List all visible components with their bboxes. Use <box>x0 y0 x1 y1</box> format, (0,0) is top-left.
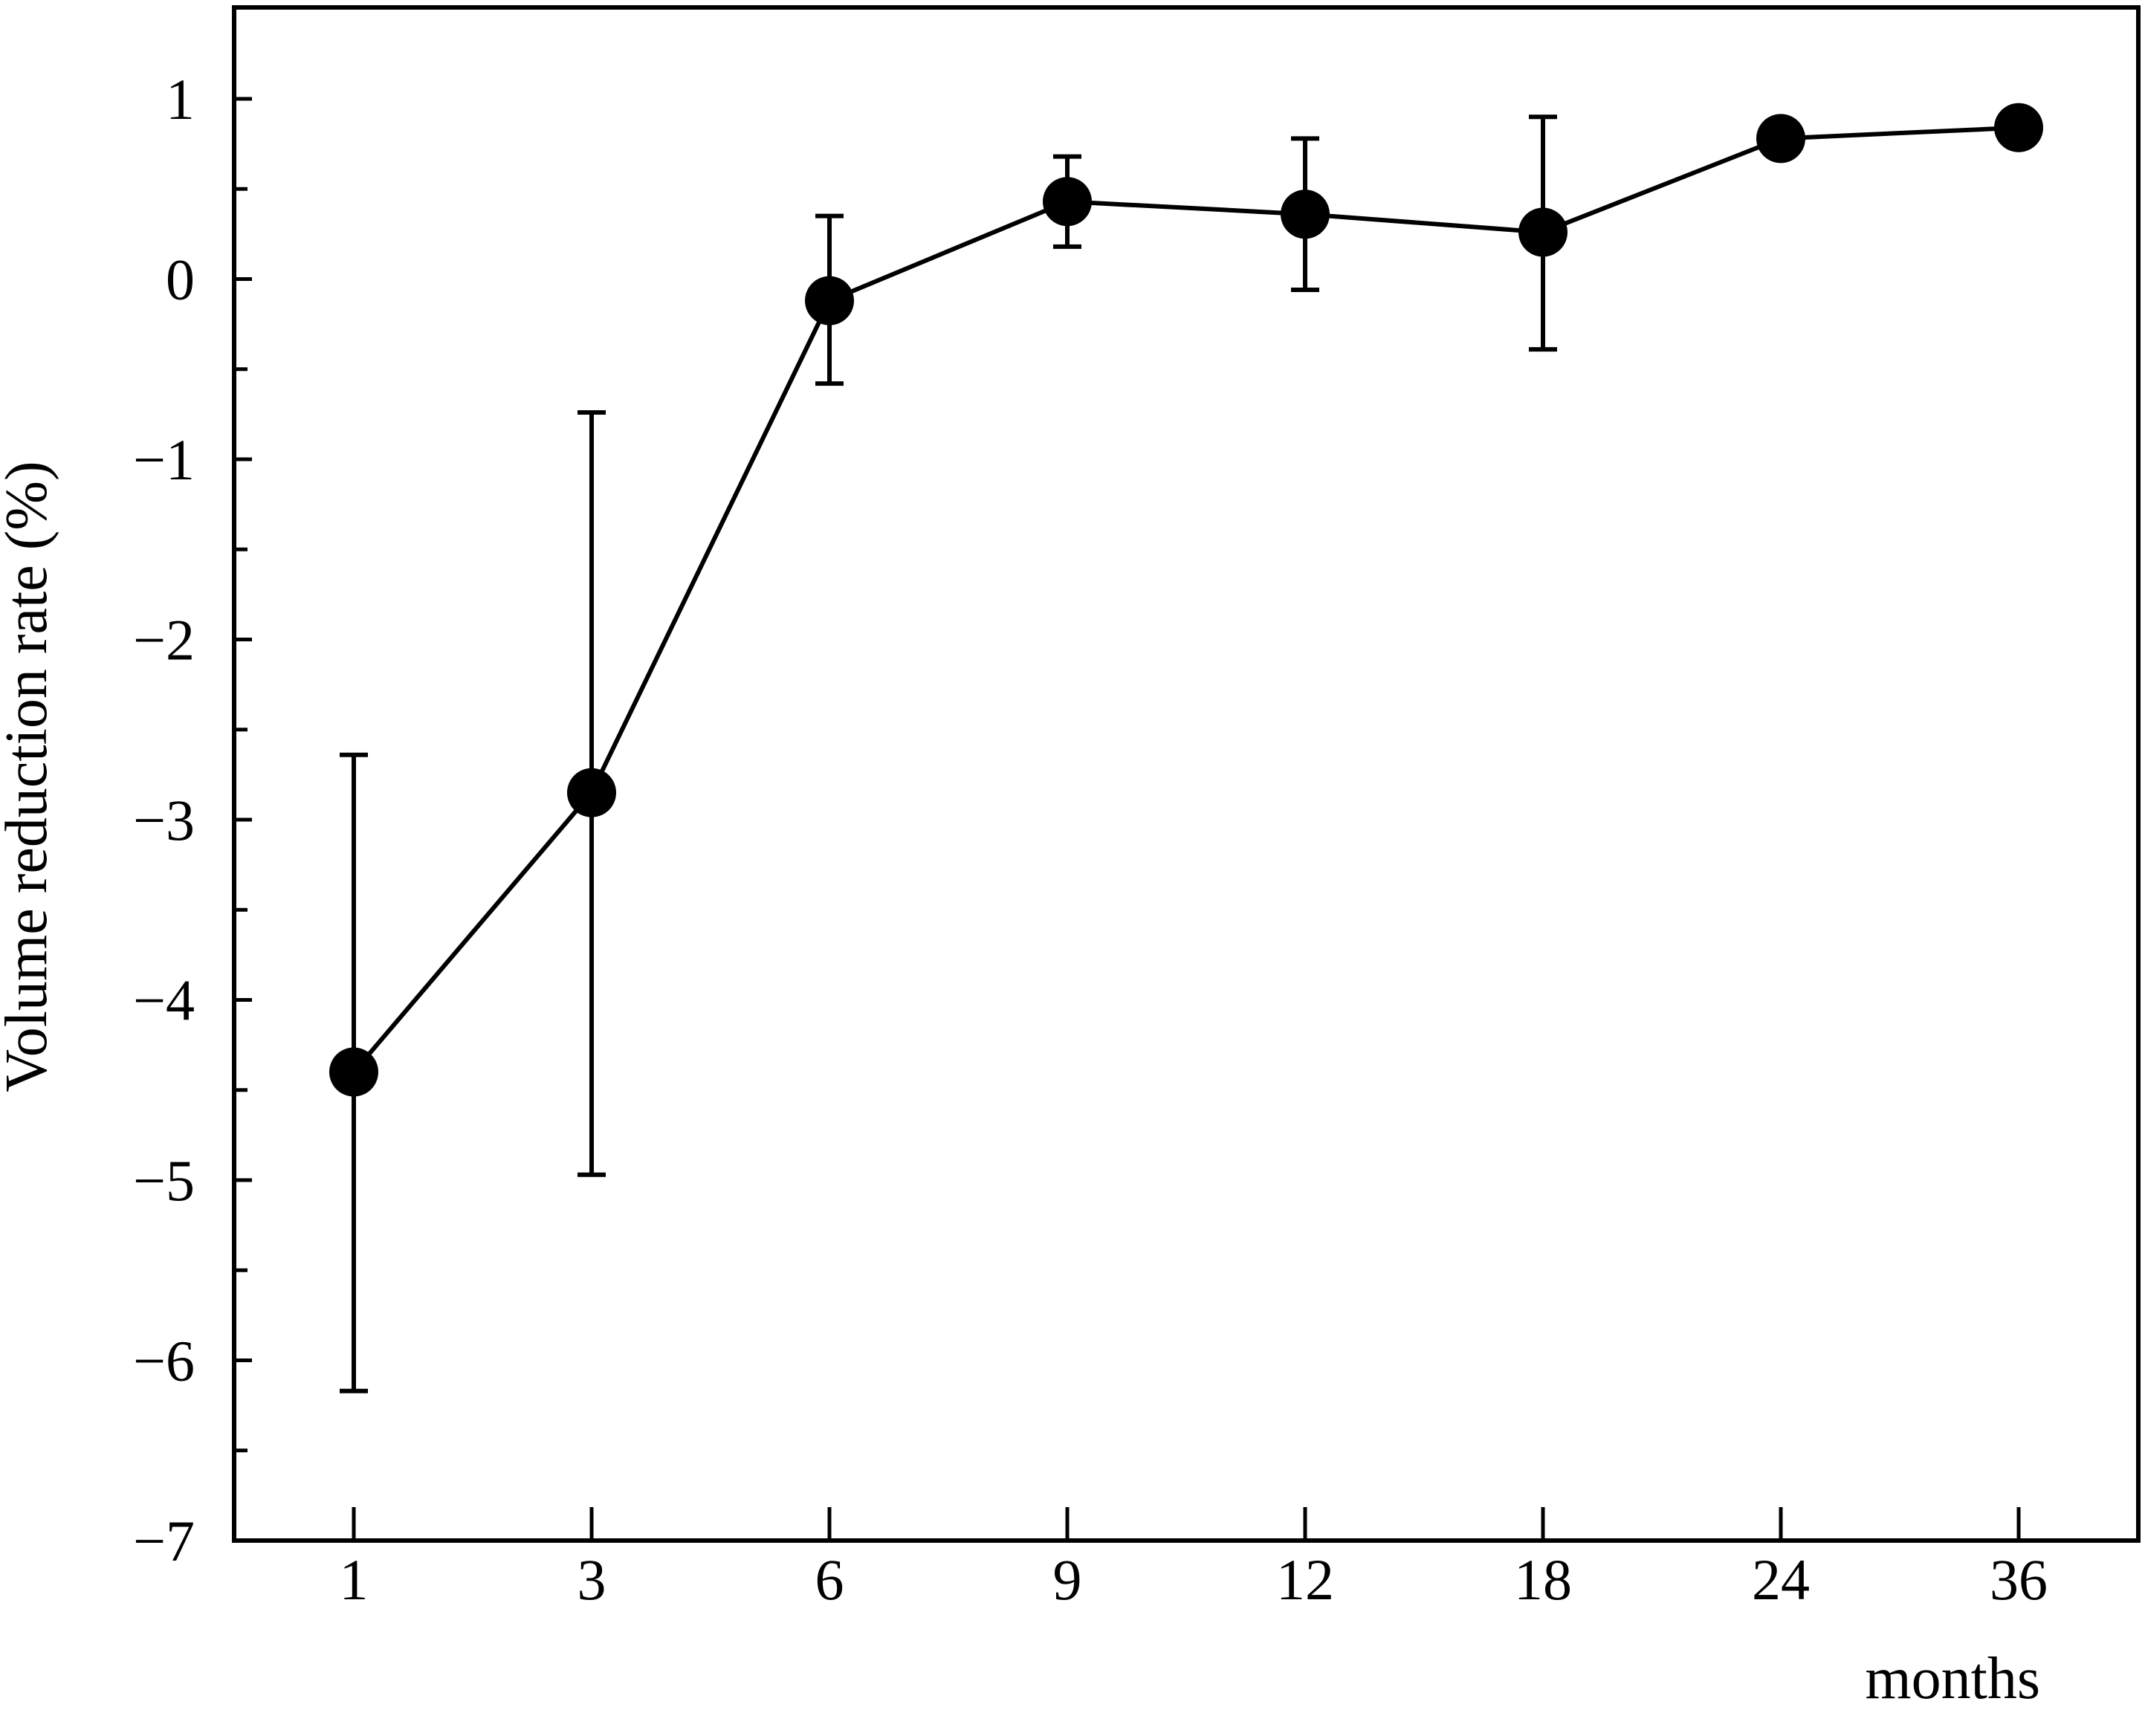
y-tick-label: −5 <box>133 1148 195 1213</box>
y-tick-label: −6 <box>133 1329 195 1393</box>
series-line <box>352 125 2019 1074</box>
x-tick-label: 3 <box>578 1547 606 1612</box>
y-tick-label: 1 <box>166 67 195 132</box>
data-point <box>805 276 854 326</box>
y-tick-label: −2 <box>133 608 195 673</box>
x-tick-label: 1 <box>340 1547 369 1612</box>
error-bars <box>340 114 1557 1393</box>
x-tick-label: 6 <box>815 1547 844 1612</box>
x-tick-label: 12 <box>1276 1547 1334 1612</box>
y-tick-label: −1 <box>133 427 195 492</box>
x-tick-label: 9 <box>1053 1547 1082 1612</box>
x-tick-label: 24 <box>1752 1547 1810 1612</box>
data-point <box>1994 103 2043 152</box>
data-point <box>329 1047 378 1097</box>
ticks: 10−1−2−3−4−5−6−71 3 6 9 12 18 24 36 <box>133 67 2048 1612</box>
x-tick-label: 36 <box>1990 1547 2048 1612</box>
data-point <box>1756 114 1805 163</box>
data-point <box>567 768 616 817</box>
x-axis-label: months <box>1865 1646 2040 1711</box>
data-points <box>329 103 2043 1097</box>
y-tick-label: −4 <box>133 968 195 1033</box>
y-tick-label: −3 <box>133 788 195 852</box>
data-point <box>1043 177 1092 227</box>
y-axis-label: Volume reduction rate (%) <box>0 461 59 1092</box>
data-point <box>1281 190 1330 239</box>
data-point <box>1518 207 1568 257</box>
plot-frame <box>232 5 2141 1543</box>
series-line-group <box>352 125 2019 1074</box>
y-tick-label: 0 <box>166 247 195 312</box>
labels: Volume reduction rate (%) months <box>0 461 2040 1711</box>
y-tick-label: −7 <box>133 1509 195 1573</box>
x-tick-label: 18 <box>1514 1547 1572 1612</box>
axes <box>232 5 2141 1543</box>
